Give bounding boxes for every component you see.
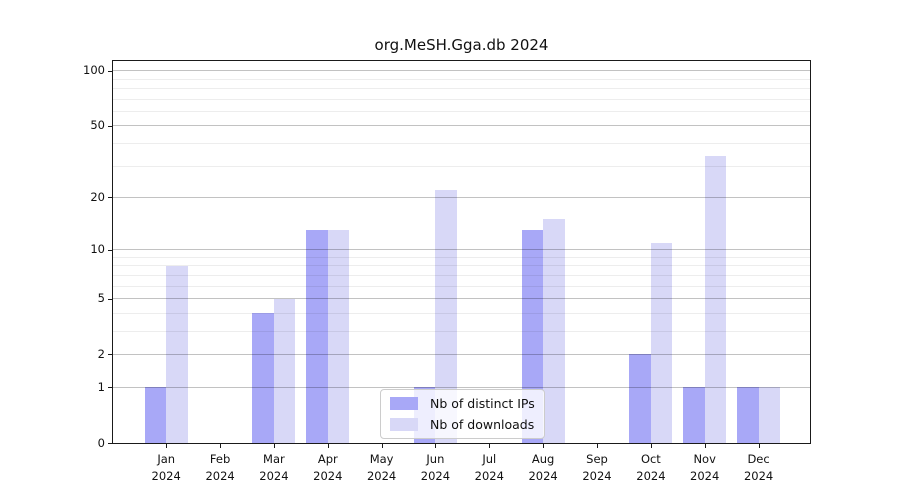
x-tick-month: Apr bbox=[317, 452, 338, 466]
x-tick-mark bbox=[220, 444, 222, 448]
x-tick-label: Mar 2024 bbox=[242, 451, 306, 485]
x-tick-year: 2024 bbox=[636, 469, 666, 483]
bar-nb-of-distinct-ips-dec bbox=[737, 387, 759, 443]
y-tick-mark bbox=[108, 387, 112, 389]
x-tick-year: 2024 bbox=[366, 469, 397, 483]
x-tick-mark bbox=[381, 444, 383, 448]
y-tick-label: 50 bbox=[90, 118, 105, 133]
x-tick-year: 2024 bbox=[420, 469, 451, 483]
x-tick-year: 2024 bbox=[259, 469, 289, 483]
x-tick-month: Jul bbox=[482, 452, 497, 466]
x-tick-label: Jul 2024 bbox=[457, 451, 521, 485]
y-tick-mark bbox=[108, 443, 112, 444]
x-tick-label: Apr 2024 bbox=[296, 451, 360, 485]
y-tick-label: 5 bbox=[97, 291, 105, 305]
y-tick-mark bbox=[108, 70, 112, 72]
legend-label-downloads: Nb of downloads bbox=[430, 417, 535, 432]
legend: Nb of distinct IPs Nb of downloads bbox=[380, 389, 545, 439]
bar-nb-of-distinct-ips-jan bbox=[144, 387, 167, 443]
chart-title: org.MeSH.Gga.db 2024 bbox=[374, 36, 549, 54]
x-tick-label: May 2024 bbox=[350, 451, 414, 485]
x-tick-month: Jun bbox=[426, 452, 445, 466]
legend-item-distinct-ips: Nb of distinct IPs bbox=[390, 396, 535, 411]
bar-nb-of-downloads-apr bbox=[327, 230, 350, 443]
x-tick-year: 2024 bbox=[743, 469, 774, 483]
x-tick-mark bbox=[435, 444, 437, 448]
x-tick-year: 2024 bbox=[690, 469, 720, 483]
bar-nb-of-distinct-ips-apr bbox=[306, 230, 328, 443]
y-tick-label: 20 bbox=[90, 189, 105, 204]
y-tick-label: 100 bbox=[83, 63, 105, 78]
x-tick-month: Oct bbox=[640, 452, 661, 466]
x-tick-month: May bbox=[369, 452, 394, 466]
x-tick-month: Dec bbox=[747, 452, 770, 466]
bar-nb-of-downloads-aug bbox=[543, 219, 565, 443]
x-tick-year: 2024 bbox=[582, 469, 612, 483]
legend-item-downloads: Nb of downloads bbox=[390, 417, 535, 432]
x-tick-mark bbox=[650, 444, 652, 448]
plot-area: Nb of distinct IPs Nb of downloads bbox=[112, 60, 811, 444]
x-tick-year: 2024 bbox=[474, 469, 504, 483]
y-tick-mark bbox=[108, 249, 112, 251]
x-tick-label: Sep 2024 bbox=[565, 451, 629, 485]
bar-nb-of-distinct-ips-mar bbox=[252, 313, 274, 443]
bar-nb-of-distinct-ips-oct bbox=[629, 354, 651, 443]
bars-layer bbox=[113, 61, 810, 443]
x-tick-year: 2024 bbox=[151, 469, 181, 483]
x-tick-month: Feb bbox=[209, 452, 231, 466]
bar-nb-of-distinct-ips-nov bbox=[683, 387, 705, 443]
x-tick-label: Nov 2024 bbox=[673, 451, 737, 485]
x-tick-month: Nov bbox=[693, 452, 716, 466]
legend-label-distinct-ips: Nb of distinct IPs bbox=[430, 396, 535, 411]
legend-swatch-downloads bbox=[390, 418, 418, 431]
y-tick-label: 2 bbox=[97, 346, 105, 361]
y-tick-label: 1 bbox=[97, 379, 105, 394]
x-tick-mark bbox=[327, 444, 329, 448]
x-tick-label: Jan 2024 bbox=[134, 451, 198, 485]
y-tick-label: 0 bbox=[97, 435, 105, 450]
bar-nb-of-downloads-jun bbox=[435, 190, 457, 443]
x-tick-mark bbox=[489, 444, 491, 448]
x-tick-mark bbox=[597, 444, 598, 448]
y-tick-mark bbox=[108, 298, 112, 300]
x-tick-label: Jun 2024 bbox=[403, 451, 467, 485]
bar-nb-of-downloads-jan bbox=[166, 265, 188, 443]
y-tick-mark bbox=[108, 125, 112, 127]
bar-nb-of-downloads-dec bbox=[758, 387, 781, 443]
y-tick-mark bbox=[108, 197, 112, 199]
bar-nb-of-downloads-oct bbox=[650, 242, 673, 443]
x-tick-label: Dec 2024 bbox=[727, 451, 791, 485]
x-tick-mark bbox=[543, 444, 545, 448]
x-tick-mark bbox=[273, 444, 275, 448]
y-tick-label: 10 bbox=[90, 242, 105, 257]
x-tick-label: Aug 2024 bbox=[511, 451, 575, 485]
x-tick-month: Sep bbox=[586, 452, 608, 466]
bar-nb-of-downloads-mar bbox=[273, 298, 296, 443]
x-tick-mark bbox=[166, 444, 168, 448]
legend-swatch-distinct-ips bbox=[390, 397, 418, 410]
x-tick-month: Aug bbox=[531, 452, 555, 466]
x-tick-mark bbox=[704, 444, 706, 448]
x-tick-year: 2024 bbox=[205, 469, 235, 483]
x-tick-label: Feb 2024 bbox=[188, 451, 252, 485]
x-tick-year: 2024 bbox=[528, 469, 558, 483]
bar-nb-of-downloads-nov bbox=[704, 156, 727, 443]
x-tick-month: Jan bbox=[157, 452, 176, 466]
x-tick-month: Mar bbox=[263, 452, 285, 466]
x-tick-mark bbox=[758, 444, 760, 448]
x-tick-year: 2024 bbox=[313, 469, 343, 483]
x-tick-label: Oct 2024 bbox=[619, 451, 683, 485]
y-tick-mark bbox=[108, 354, 112, 356]
